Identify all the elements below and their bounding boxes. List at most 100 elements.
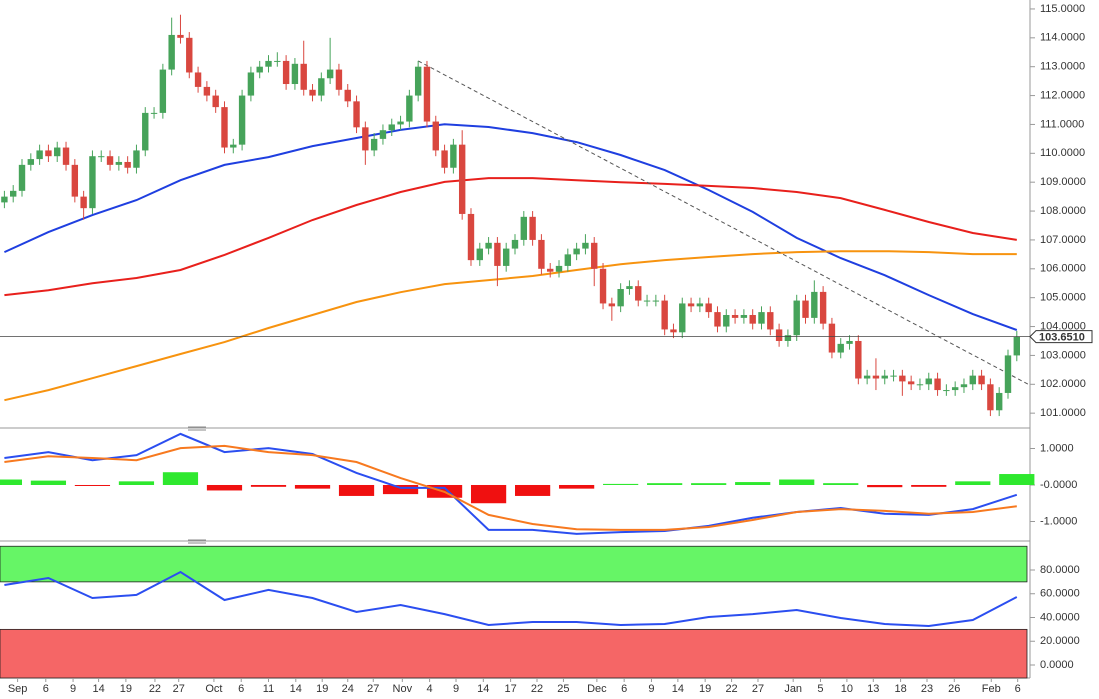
candle-body bbox=[925, 378, 932, 385]
macd-bar bbox=[294, 484, 331, 489]
x-tick-label: 22 bbox=[531, 683, 543, 695]
indicator-line bbox=[4, 177, 1017, 297]
macd-bar bbox=[515, 484, 551, 496]
candle-body bbox=[458, 144, 466, 214]
candle-body bbox=[476, 248, 483, 261]
x-tick-label: 24 bbox=[342, 683, 354, 695]
macd-bar bbox=[735, 482, 771, 485]
resize-handle[interactable] bbox=[188, 539, 206, 544]
candle-body bbox=[353, 101, 360, 128]
macd-bar bbox=[74, 484, 111, 486]
x-tick-label: Feb bbox=[982, 683, 1001, 695]
candle-body bbox=[643, 300, 651, 302]
candle-body bbox=[608, 303, 616, 307]
x-tick-label: Sep bbox=[8, 683, 28, 695]
candle-body bbox=[62, 147, 70, 165]
x-tick-label: 22 bbox=[725, 683, 737, 695]
y-tick-label: 20.0000 bbox=[1040, 635, 1080, 647]
candle-body bbox=[106, 156, 114, 165]
candle-body bbox=[661, 300, 668, 330]
macd-bar bbox=[999, 474, 1035, 485]
candle-body bbox=[432, 121, 439, 151]
candle-body bbox=[159, 69, 167, 113]
x-tick-label: 9 bbox=[70, 683, 76, 695]
x-tick-label: 5 bbox=[817, 683, 823, 695]
x-tick-label: 17 bbox=[504, 683, 516, 695]
macd-bar bbox=[382, 484, 419, 495]
candle-body bbox=[538, 239, 545, 269]
candle-body bbox=[300, 63, 307, 90]
candle-body bbox=[978, 375, 985, 385]
x-tick-label: 6 bbox=[43, 683, 49, 695]
candle-body bbox=[511, 239, 519, 249]
candle-body bbox=[934, 378, 941, 391]
candle-body bbox=[775, 329, 783, 341]
candle-body bbox=[265, 60, 272, 67]
candle-body bbox=[71, 164, 79, 197]
candle-body bbox=[80, 196, 87, 209]
x-tick-label: 14 bbox=[92, 683, 104, 695]
candle-body bbox=[899, 375, 906, 382]
candle-body bbox=[855, 340, 862, 379]
candle-body bbox=[758, 312, 765, 324]
candle-body bbox=[951, 387, 959, 391]
candle-body bbox=[573, 248, 580, 255]
candle-body bbox=[370, 138, 378, 151]
candle-body bbox=[1004, 355, 1012, 393]
macd-bar bbox=[206, 484, 243, 491]
candle-body bbox=[907, 381, 915, 385]
y-tick-label: 114.0000 bbox=[1040, 32, 1085, 44]
indicator-line bbox=[4, 444, 1017, 531]
candle-body bbox=[397, 121, 404, 125]
candle-body bbox=[705, 303, 712, 313]
macd-bar bbox=[911, 484, 947, 487]
y-tick-label: 115.0000 bbox=[1040, 3, 1085, 15]
candle-body bbox=[696, 303, 704, 307]
candle-body bbox=[591, 242, 598, 269]
indicator-line bbox=[4, 250, 1017, 402]
candle-body bbox=[168, 34, 175, 70]
x-tick-label: 22 bbox=[149, 683, 161, 695]
candle-body bbox=[388, 124, 395, 131]
y-tick-label: 105.0000 bbox=[1040, 292, 1086, 304]
candle-body bbox=[414, 66, 422, 96]
candle-body bbox=[617, 289, 624, 307]
candle-body bbox=[987, 384, 994, 411]
resize-handle[interactable] bbox=[188, 426, 206, 431]
macd-bar bbox=[823, 483, 859, 485]
candle-body bbox=[150, 112, 158, 114]
y-tick-label: 0.0000 bbox=[1040, 659, 1074, 671]
macd-bar bbox=[603, 483, 639, 485]
candle-body bbox=[819, 291, 827, 324]
candle-body bbox=[133, 150, 140, 168]
candle-body bbox=[767, 312, 774, 330]
macd-bar bbox=[470, 484, 507, 504]
x-tick-label: 19 bbox=[699, 683, 711, 695]
candle-body bbox=[1, 196, 8, 203]
x-tick-label: 6 bbox=[1015, 683, 1021, 695]
candle-body bbox=[18, 164, 26, 191]
candle-body bbox=[124, 161, 131, 168]
candle-body bbox=[846, 340, 853, 344]
candle-body bbox=[881, 375, 888, 379]
indicator-line bbox=[4, 570, 1018, 628]
x-tick-label: 13 bbox=[867, 683, 879, 695]
x-tick-label: 23 bbox=[921, 683, 933, 695]
x-tick-label: 14 bbox=[477, 683, 489, 695]
macd-bar bbox=[779, 479, 815, 485]
candle-body bbox=[837, 343, 844, 353]
indicator-line bbox=[3, 123, 1018, 331]
x-tick-label: 9 bbox=[648, 683, 654, 695]
candle-body bbox=[740, 314, 748, 318]
macd-bar bbox=[162, 472, 199, 485]
candle-body bbox=[291, 63, 299, 85]
candle-body bbox=[828, 323, 836, 353]
candle-body bbox=[916, 384, 924, 386]
y-tick-label: -1.0000 bbox=[1040, 515, 1077, 527]
y-tick-label: 101.0000 bbox=[1040, 407, 1086, 419]
y-tick-label: 106.0000 bbox=[1040, 263, 1086, 275]
candle-body bbox=[494, 242, 501, 266]
macd-bar bbox=[30, 480, 67, 485]
